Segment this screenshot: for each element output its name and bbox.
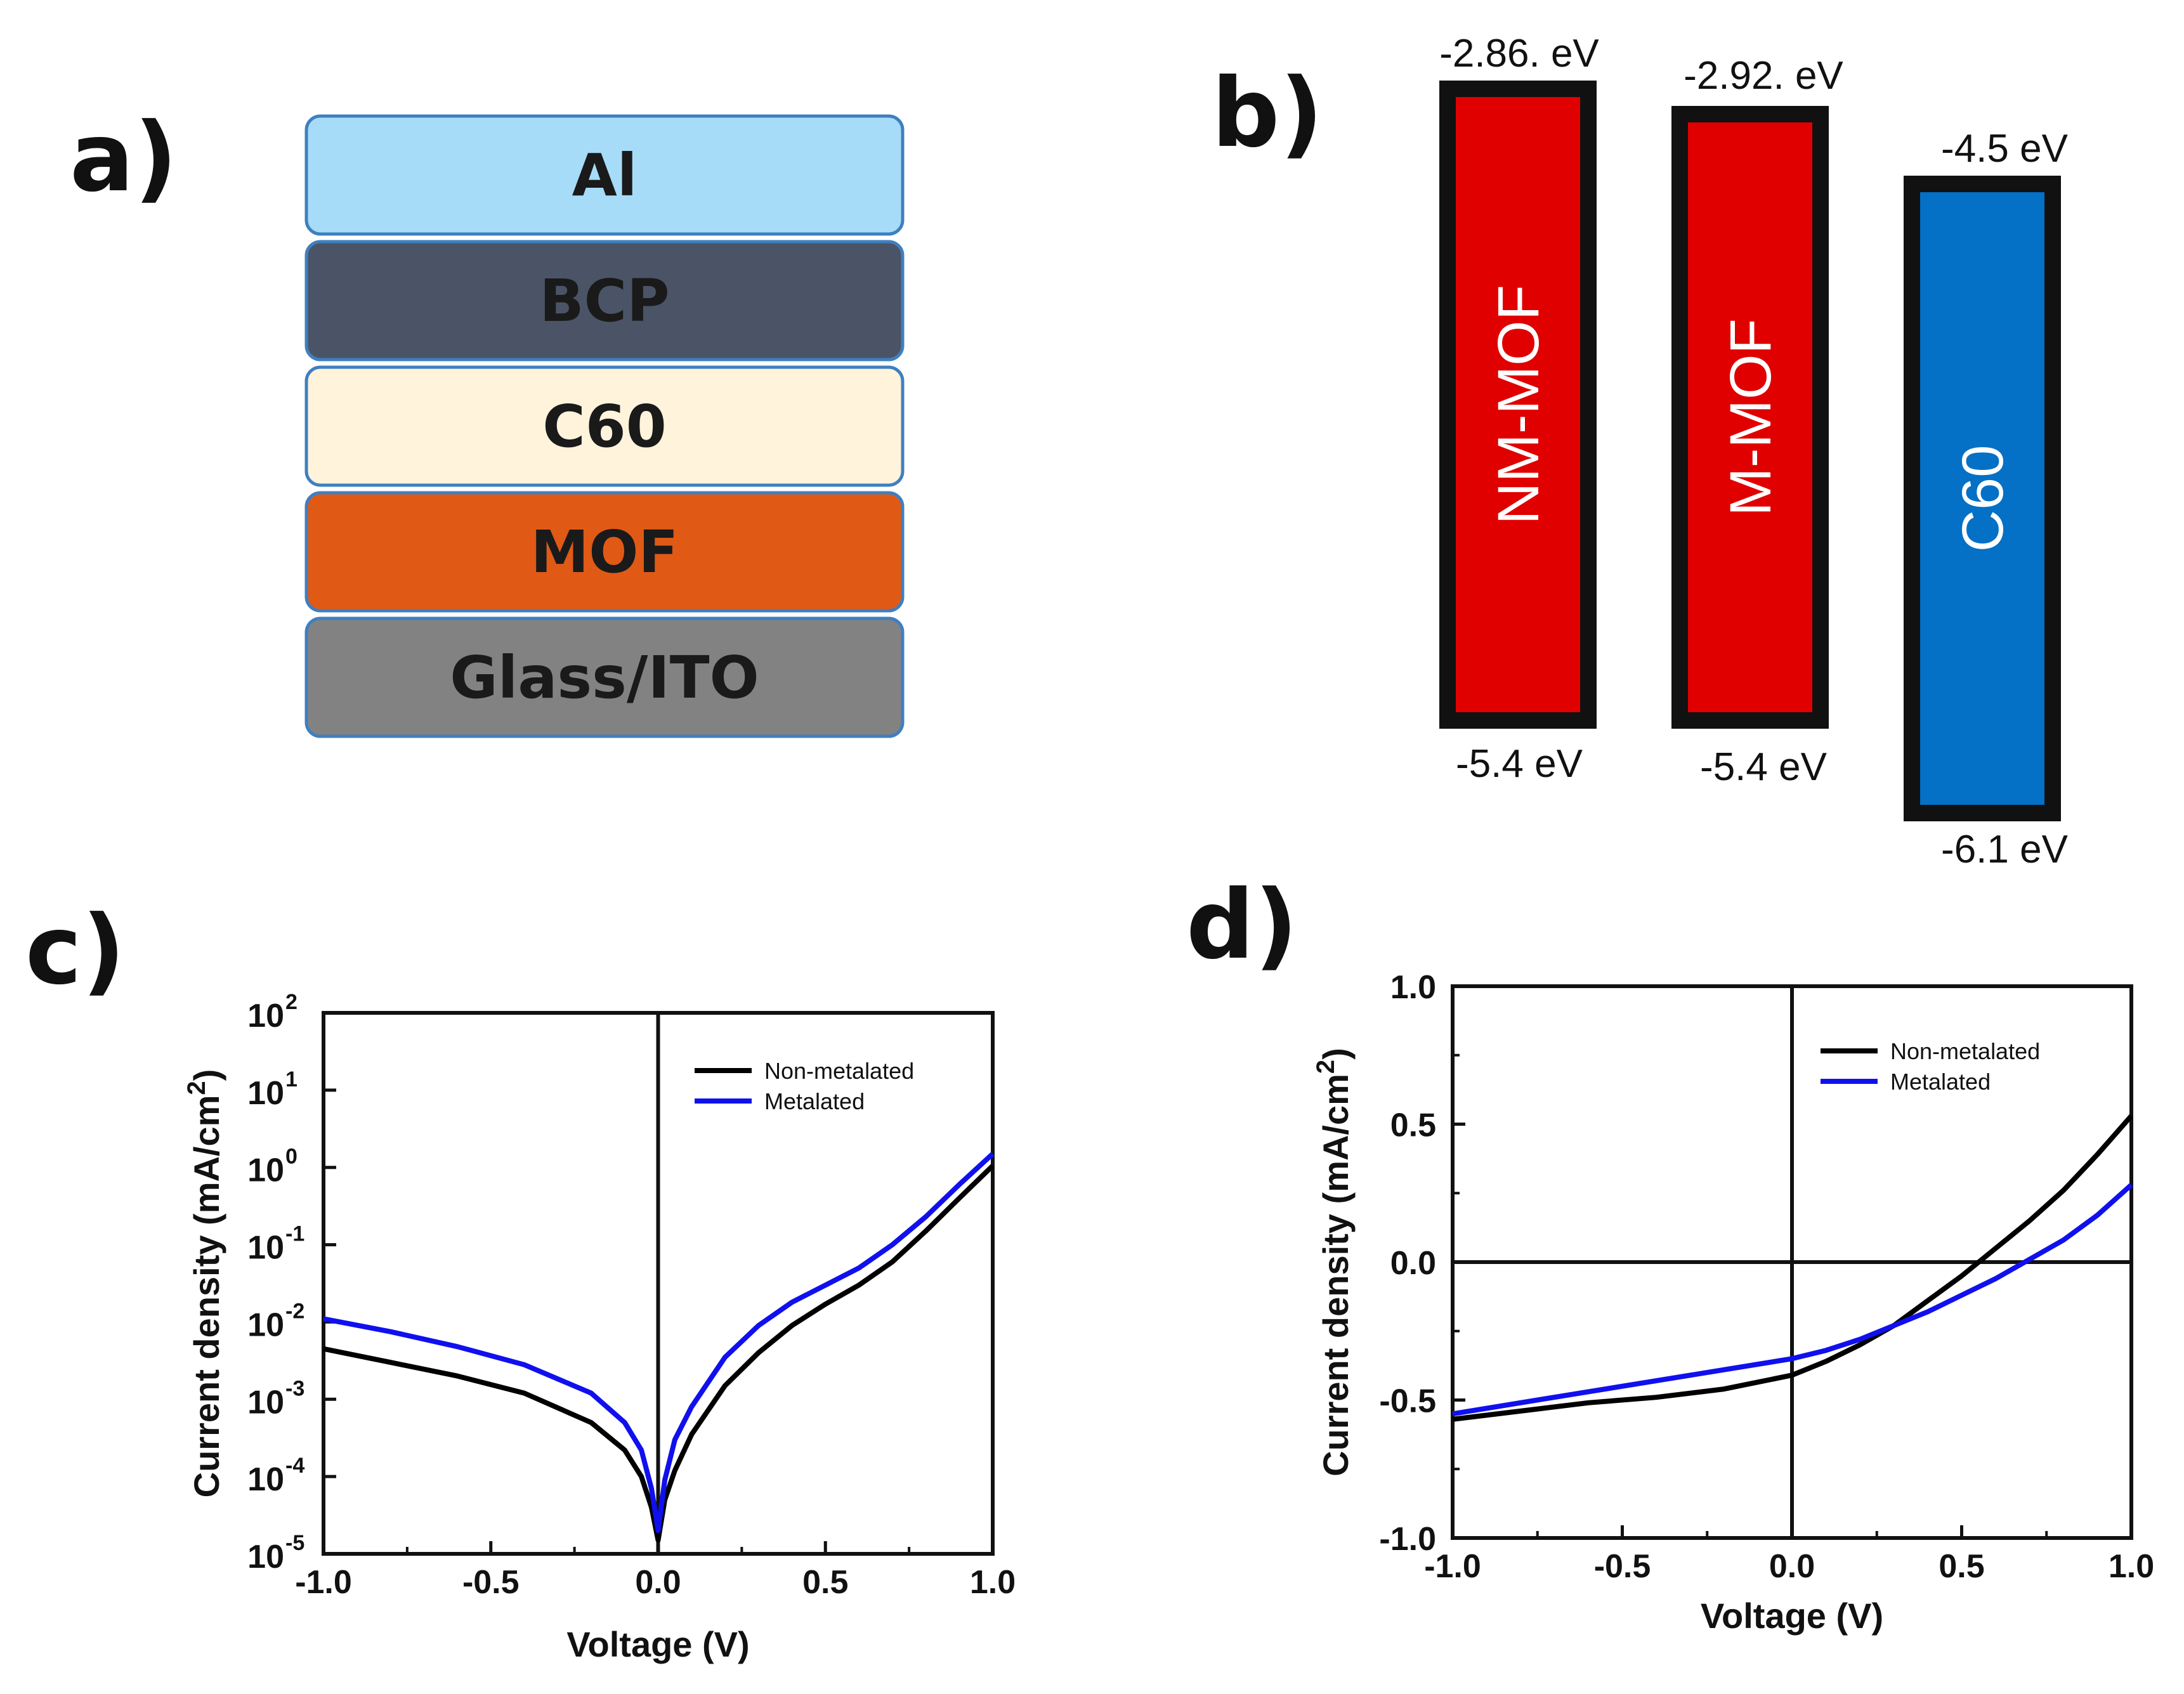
y-tick-base: 10: [247, 1152, 284, 1189]
layer-label: Al: [572, 141, 638, 209]
x-axis-title: Voltage (V): [1701, 1596, 1883, 1636]
layer-label: C60: [542, 393, 667, 460]
y-axis-title-end: ): [186, 1069, 226, 1081]
legend-label: Non-metalated: [1890, 1038, 2040, 1064]
series-line-metalated: [323, 1152, 995, 1534]
x-tick-label: 0.0: [1769, 1548, 1815, 1585]
layer-mof: [304, 491, 905, 613]
layer-glass-ito: [304, 616, 905, 738]
y-tick-base: 10: [247, 998, 284, 1034]
layer-label: MOF: [531, 518, 679, 586]
band-name: M-MOF: [1718, 318, 1783, 516]
y-tick-exponent: -2: [285, 1299, 304, 1323]
lumo-label: -4.5 eV: [1941, 127, 2069, 171]
panel-d-label: d): [1186, 870, 1298, 981]
x-tick-label: -1.0: [1424, 1548, 1481, 1585]
y-tick-base: 10: [247, 1539, 284, 1575]
y-tick-base: 10: [247, 1230, 284, 1267]
y-axis-title-main: Current density (mA/cm: [1316, 1074, 1356, 1476]
lumo-label: -2.86. eV: [1439, 32, 1599, 75]
layer-bcp: [304, 240, 905, 362]
chart-d-linear-jv: -1.0 -0.5 0.0 0.5 1.0 1.0 0.5 0.0 -0.5 -1.0 Voltag…: [1312, 969, 2154, 1636]
y-tick-label: -1.0: [1379, 1521, 1436, 1558]
series-line-non-metalated: [323, 1164, 995, 1543]
y-tick-label: 1.0: [1390, 969, 1436, 1006]
legend-label: Non-metalated: [764, 1058, 914, 1084]
x-tick-label: 1.0: [2109, 1548, 2154, 1585]
legend-label: Metalated: [1890, 1069, 1991, 1095]
y-tick-label: -0.5: [1379, 1383, 1436, 1420]
y-tick-label: 0.5: [1390, 1107, 1436, 1144]
homo-label: -6.1 eV: [1941, 828, 2069, 871]
y-tick-base: 10: [247, 1461, 284, 1498]
lumo-label: -2.92. eV: [1684, 54, 1843, 98]
y-tick-base: 10: [247, 1306, 284, 1343]
band-name: NM-MOF: [1486, 285, 1551, 524]
y-tick-exponent: -1: [285, 1222, 304, 1246]
y-tick-label: 0.0: [1390, 1245, 1436, 1282]
homo-label: -5.4 eV: [1456, 742, 1583, 786]
device-stack: Al BCP C60 MOF Glass/ITO: [304, 114, 905, 738]
x-tick-label: 0.0: [635, 1564, 681, 1601]
y-axis-title-end: ): [1316, 1048, 1356, 1060]
y-tick-exponent: -3: [285, 1376, 304, 1400]
y-tick-exponent: 2: [285, 990, 298, 1014]
layer-al: [304, 114, 905, 236]
energy-diagram: -2.86. eV -5.4 eV NM-MOF -2.92. eV -5.4 eV M-…: [1439, 32, 2069, 871]
y-tick-exponent: 0: [285, 1145, 298, 1169]
x-tick-label: -1.0: [295, 1564, 352, 1601]
homo-label: -5.4 eV: [1700, 745, 1828, 789]
x-tick-label: 0.5: [802, 1564, 848, 1601]
x-tick-label: 0.5: [1939, 1548, 1984, 1585]
y-tick-exponent: -5: [285, 1531, 304, 1555]
x-tick-label: 1.0: [970, 1564, 1016, 1601]
x-axis-title: Voltage (V): [566, 1624, 749, 1664]
y-tick-exponent: 1: [285, 1067, 298, 1091]
layer-c60: [304, 365, 905, 487]
y-axis-title-main: Current density (mA/cm: [186, 1095, 226, 1498]
band-c60: [1904, 176, 2061, 821]
y-tick-base: 10: [247, 1384, 284, 1421]
legend-label: Metalated: [764, 1088, 865, 1114]
y-tick-exponent: -4: [285, 1454, 304, 1478]
panel-a-label: a): [70, 103, 178, 213]
series-line-non-metalated: [1452, 1114, 2134, 1422]
y-axis-title: Current density (mA/cm2): [1312, 1048, 1356, 1476]
band-m-mof: [1671, 106, 1829, 729]
y-axis-title-sup: 2: [1312, 1060, 1340, 1074]
y-axis-title-sup: 2: [183, 1081, 211, 1095]
panel-c-label: c): [25, 896, 125, 1006]
layer-label: Glass/ITO: [450, 644, 759, 712]
x-tick-label: -0.5: [1594, 1548, 1651, 1585]
band-name: C60: [1951, 445, 2015, 552]
panel-b-label: b): [1212, 58, 1323, 169]
series-line-metalated: [1452, 1183, 2133, 1417]
band-nm-mof: [1439, 81, 1597, 729]
x-tick-label: -0.5: [462, 1564, 520, 1601]
y-axis-title: Current density (mA/cm2): [183, 1069, 226, 1498]
y-tick-base: 10: [247, 1075, 284, 1112]
layer-label: BCP: [539, 267, 669, 335]
